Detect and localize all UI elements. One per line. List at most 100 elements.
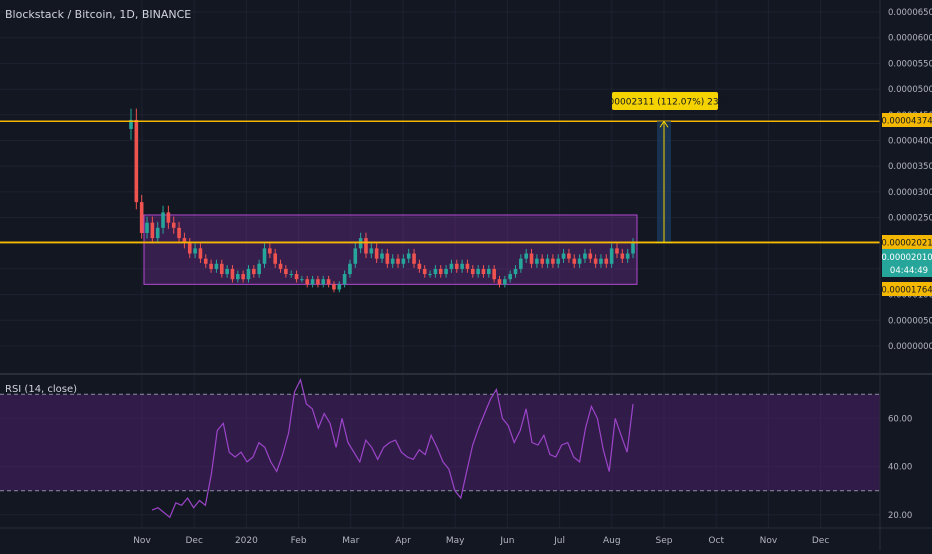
candle-body bbox=[187, 243, 192, 254]
measure-arrowhead bbox=[659, 120, 669, 128]
candle-body bbox=[326, 279, 331, 285]
time-axis-tick: Oct bbox=[708, 536, 724, 546]
candle-body bbox=[284, 268, 288, 275]
candle-body bbox=[551, 258, 555, 264]
candle-body bbox=[492, 268, 496, 280]
candle-body bbox=[219, 263, 224, 275]
time-axis-tick: Dec bbox=[812, 536, 829, 546]
candle-body bbox=[481, 268, 486, 275]
rsi-band bbox=[0, 394, 880, 491]
candle-body bbox=[225, 268, 229, 275]
candle-body bbox=[262, 248, 267, 264]
time-axis-tick: Aug bbox=[603, 536, 621, 546]
candle-body bbox=[470, 268, 475, 275]
candle-body bbox=[139, 202, 144, 233]
price-badge-upper-text: 0.00004374 bbox=[881, 117, 932, 127]
candle-body bbox=[417, 263, 422, 269]
candle-body bbox=[273, 253, 277, 264]
rsi-axis-tick: 20.00 bbox=[888, 511, 912, 521]
price-axis-tick: 0.00000000 bbox=[888, 342, 932, 352]
candle-body bbox=[497, 279, 502, 285]
time-axis-tick: Jun bbox=[499, 536, 514, 546]
candle-body bbox=[294, 274, 299, 280]
candle-body bbox=[182, 238, 187, 244]
candle-body bbox=[625, 253, 630, 259]
candle-body bbox=[241, 274, 245, 280]
candle-body bbox=[385, 253, 390, 264]
rsi-axis-tick: 40.00 bbox=[888, 463, 912, 473]
candle-body bbox=[321, 279, 326, 285]
candle-body bbox=[615, 248, 619, 254]
range-box bbox=[143, 214, 638, 285]
candle-body bbox=[540, 258, 545, 264]
candle-body bbox=[230, 268, 235, 280]
time-axis-tick: Apr bbox=[395, 536, 411, 546]
candle-body bbox=[236, 274, 240, 280]
candle-body bbox=[567, 253, 571, 259]
candle-body bbox=[129, 119, 133, 129]
candle-body bbox=[150, 222, 155, 239]
candle-body bbox=[246, 268, 251, 280]
candle-body bbox=[449, 263, 454, 269]
price-badge-mid: 0.00002021 bbox=[881, 235, 932, 249]
time-axis-tick: Dec bbox=[185, 536, 202, 546]
candle-body bbox=[593, 258, 598, 264]
countdown-text: 04:44:49 bbox=[890, 266, 928, 276]
candle-body bbox=[278, 263, 283, 269]
candle-body bbox=[193, 248, 197, 254]
time-axis-tick: Mar bbox=[342, 536, 359, 546]
candle-body bbox=[310, 279, 315, 285]
candle-body bbox=[609, 248, 614, 264]
candle-body bbox=[268, 248, 272, 254]
candle-body bbox=[161, 212, 165, 228]
candle-body bbox=[433, 268, 438, 275]
candle-body bbox=[556, 258, 561, 264]
candle-body bbox=[134, 119, 139, 203]
measure-tooltip: 0.00002311 (112.07%) 2311 bbox=[600, 92, 730, 110]
candle-body bbox=[369, 248, 374, 254]
time-axis-tick: Feb bbox=[291, 536, 307, 546]
candle-body bbox=[337, 284, 342, 290]
candle-body bbox=[422, 268, 427, 275]
candle-body bbox=[214, 263, 219, 269]
candle-body bbox=[401, 258, 406, 264]
measure-layer bbox=[656, 120, 672, 243]
time-axis-tick: Sep bbox=[656, 536, 673, 546]
candle-body bbox=[545, 258, 550, 264]
candle-body bbox=[166, 212, 171, 223]
candle-body bbox=[177, 227, 181, 239]
rsi-indicator-label: RSI (14, close) bbox=[5, 384, 77, 395]
measure-tooltip-text: 0.00002311 (112.07%) 2311 bbox=[600, 98, 730, 108]
candle-body bbox=[465, 263, 470, 269]
time-axis-tick: Nov bbox=[133, 536, 151, 546]
time-axis-tick: May bbox=[446, 536, 465, 546]
candle-body bbox=[374, 248, 379, 259]
candle-body bbox=[588, 253, 593, 259]
candle-body bbox=[171, 222, 176, 228]
candle-body bbox=[257, 263, 261, 275]
candle-body bbox=[300, 279, 304, 281]
candle-body bbox=[342, 274, 347, 285]
candle-body bbox=[572, 258, 577, 264]
time-axis-tick: Nov bbox=[760, 536, 778, 546]
candle-body bbox=[524, 253, 528, 259]
candle-body bbox=[145, 222, 149, 233]
candle-body bbox=[316, 279, 320, 285]
candle-body bbox=[583, 253, 587, 259]
candle-body bbox=[289, 274, 294, 276]
candle-body bbox=[198, 248, 203, 259]
candle-body bbox=[412, 253, 416, 264]
candle-body bbox=[428, 274, 432, 276]
candle-body bbox=[155, 227, 160, 239]
rsi-layer bbox=[0, 378, 880, 519]
price-badge-mid-text: 0.00002021 bbox=[881, 239, 932, 249]
candle-body bbox=[561, 253, 566, 259]
